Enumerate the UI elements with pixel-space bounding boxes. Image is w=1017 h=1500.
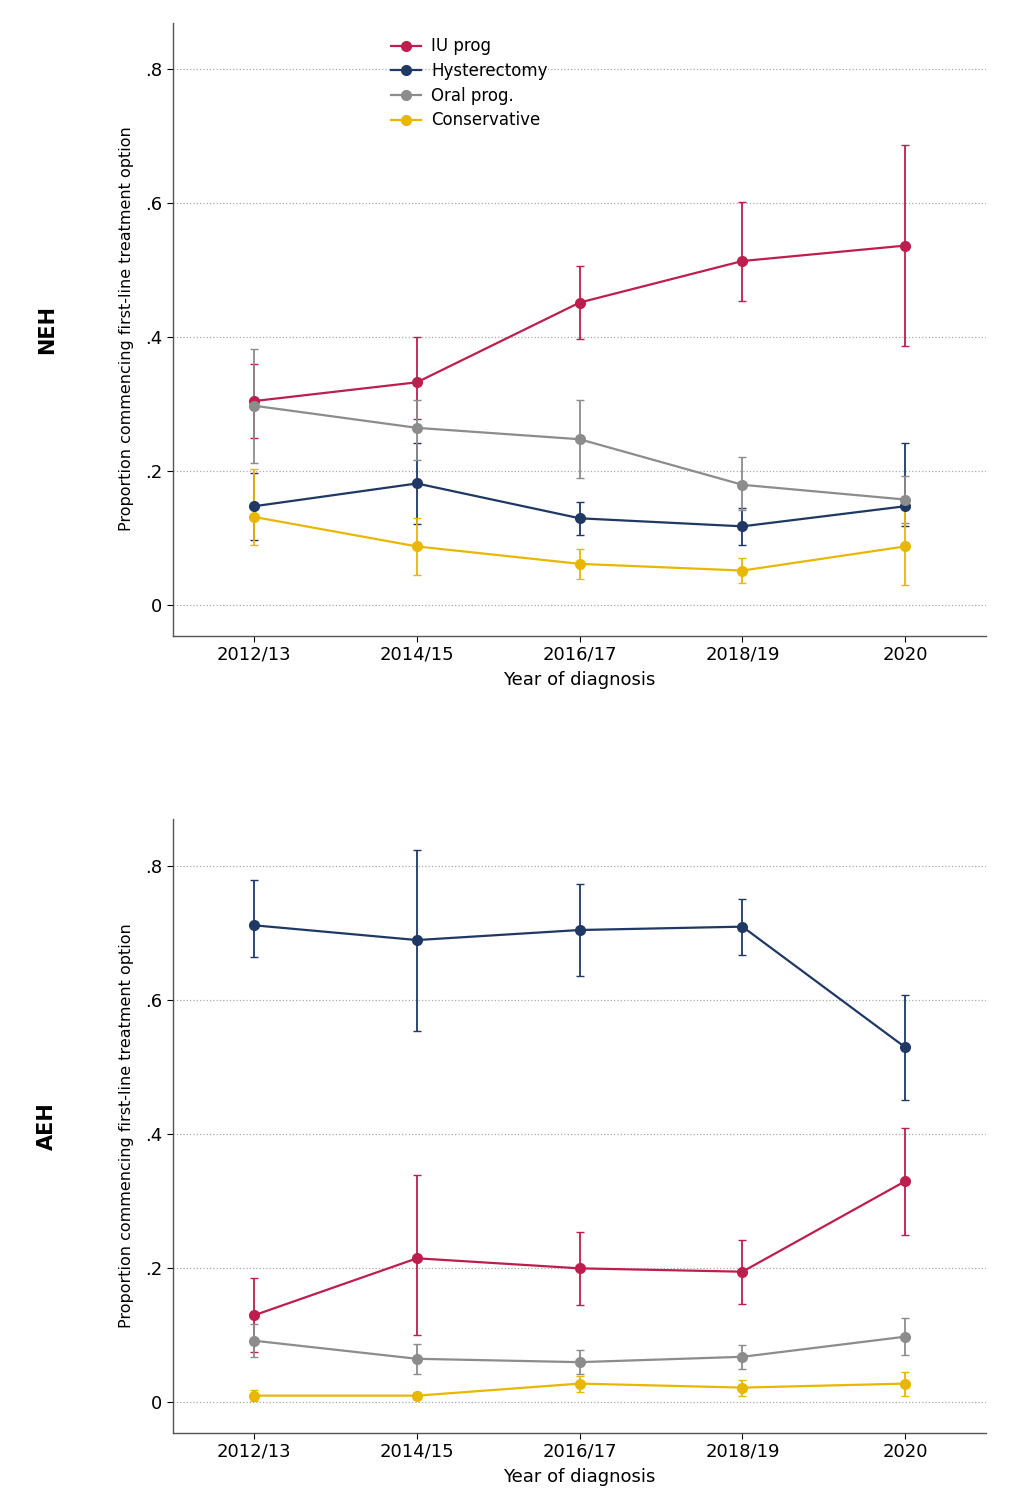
X-axis label: Year of diagnosis: Year of diagnosis: [503, 1468, 656, 1486]
Text: AEH: AEH: [37, 1102, 57, 1150]
Text: NEH: NEH: [37, 304, 57, 354]
Legend: IU prog, Hysterectomy, Oral prog., Conservative: IU prog, Hysterectomy, Oral prog., Conse…: [384, 32, 554, 136]
Y-axis label: Proportion commencing first-line treatment option: Proportion commencing first-line treatme…: [119, 924, 134, 1329]
Y-axis label: Proportion commencing first-line treatment option: Proportion commencing first-line treatme…: [119, 126, 134, 531]
X-axis label: Year of diagnosis: Year of diagnosis: [503, 670, 656, 688]
